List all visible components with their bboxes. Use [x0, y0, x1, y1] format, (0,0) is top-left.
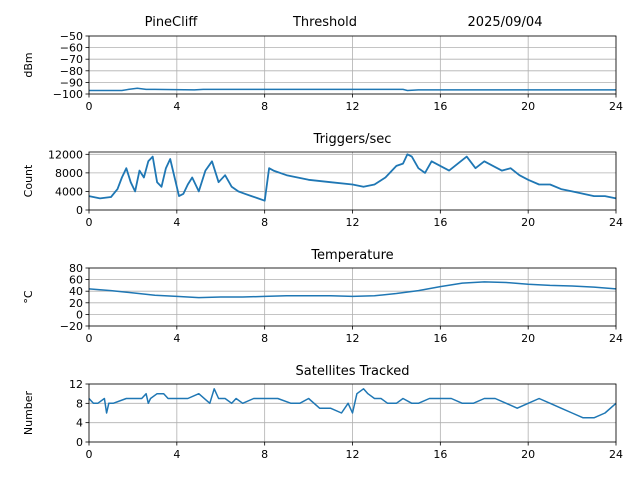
x-tick-label: 24 — [609, 216, 623, 229]
series-line — [89, 87, 616, 92]
y-tick-label: −70 — [60, 53, 83, 66]
station-name: PineCliff — [145, 15, 199, 30]
x-tick-label: 12 — [346, 448, 360, 461]
y-axis-label: °C — [22, 290, 35, 304]
chart-date: 2025/09/04 — [468, 15, 543, 30]
x-tick-label: 0 — [86, 448, 93, 461]
x-tick-label: 4 — [173, 216, 180, 229]
x-tick-label: 24 — [609, 332, 623, 345]
y-tick-label: 12000 — [48, 148, 83, 161]
x-tick-label: 20 — [521, 332, 535, 345]
chart-subtitle: Threshold — [292, 15, 357, 30]
y-tick-label: 4000 — [55, 185, 83, 198]
y-tick-label: −50 — [60, 30, 83, 43]
x-tick-label: 12 — [346, 216, 360, 229]
x-tick-label: 8 — [261, 332, 268, 345]
x-tick-label: 4 — [173, 448, 180, 461]
y-tick-label: −90 — [60, 76, 83, 89]
triggers-panel: 0 4 8 12 16 20 24 0 4000 8000 12000 Triggers/sec Cou… — [22, 132, 623, 229]
y-tick-label: 0 — [76, 204, 83, 217]
x-tick-label: 24 — [609, 448, 623, 461]
series-line — [88, 281, 617, 299]
x-tick-label: 4 — [173, 100, 180, 113]
x-tick-label: 16 — [433, 448, 447, 461]
y-tick-label: 40 — [69, 285, 83, 298]
y-tick-label: −100 — [53, 88, 83, 101]
y-axis-label: Number — [22, 390, 35, 435]
y-tick-label: 4 — [76, 417, 83, 430]
y-tick-label: −60 — [60, 42, 83, 55]
series-line — [88, 388, 617, 419]
panel-title: Triggers/sec — [313, 132, 392, 147]
x-tick-label: 20 — [521, 216, 535, 229]
x-tick-label: 8 — [261, 100, 268, 113]
satellites-panel: 0 4 8 12 16 20 24 0 4 8 12 Satellites Tracked Number — [22, 364, 623, 461]
y-tick-label: 60 — [69, 274, 83, 287]
y-axis-label: Count — [22, 164, 35, 197]
y-tick-label: 20 — [69, 297, 83, 310]
panel-title: Temperature — [310, 248, 393, 263]
y-tick-label: 0 — [76, 436, 83, 449]
y-tick-label: −80 — [60, 65, 83, 78]
x-tick-label: 12 — [346, 332, 360, 345]
x-tick-label: 24 — [609, 100, 623, 113]
x-tick-label: 16 — [433, 216, 447, 229]
y-axis-label: dBm — [22, 52, 35, 77]
y-tick-label: 8 — [76, 397, 83, 410]
x-tick-label: 0 — [86, 216, 93, 229]
x-tick-label: 0 — [86, 332, 93, 345]
y-tick-label: 80 — [69, 262, 83, 275]
x-tick-label: 8 — [261, 216, 268, 229]
y-tick-label: −20 — [60, 320, 83, 333]
x-tick-label: 20 — [521, 100, 535, 113]
x-tick-label: 16 — [433, 332, 447, 345]
x-tick-label: 16 — [433, 100, 447, 113]
x-tick-label: 20 — [521, 448, 535, 461]
x-tick-label: 0 — [86, 100, 93, 113]
panel-title: Satellites Tracked — [296, 364, 410, 379]
x-tick-label: 4 — [173, 332, 180, 345]
y-tick-label: 8000 — [55, 167, 83, 180]
y-tick-label: 0 — [76, 308, 83, 321]
x-tick-label: 8 — [261, 448, 268, 461]
threshold-panel: 0 4 8 12 16 20 24 −50−60−70−80−90−100 dBm — [22, 30, 623, 113]
y-tick-label: 12 — [69, 378, 83, 391]
x-tick-label: 12 — [346, 100, 360, 113]
series-line — [88, 153, 617, 202]
